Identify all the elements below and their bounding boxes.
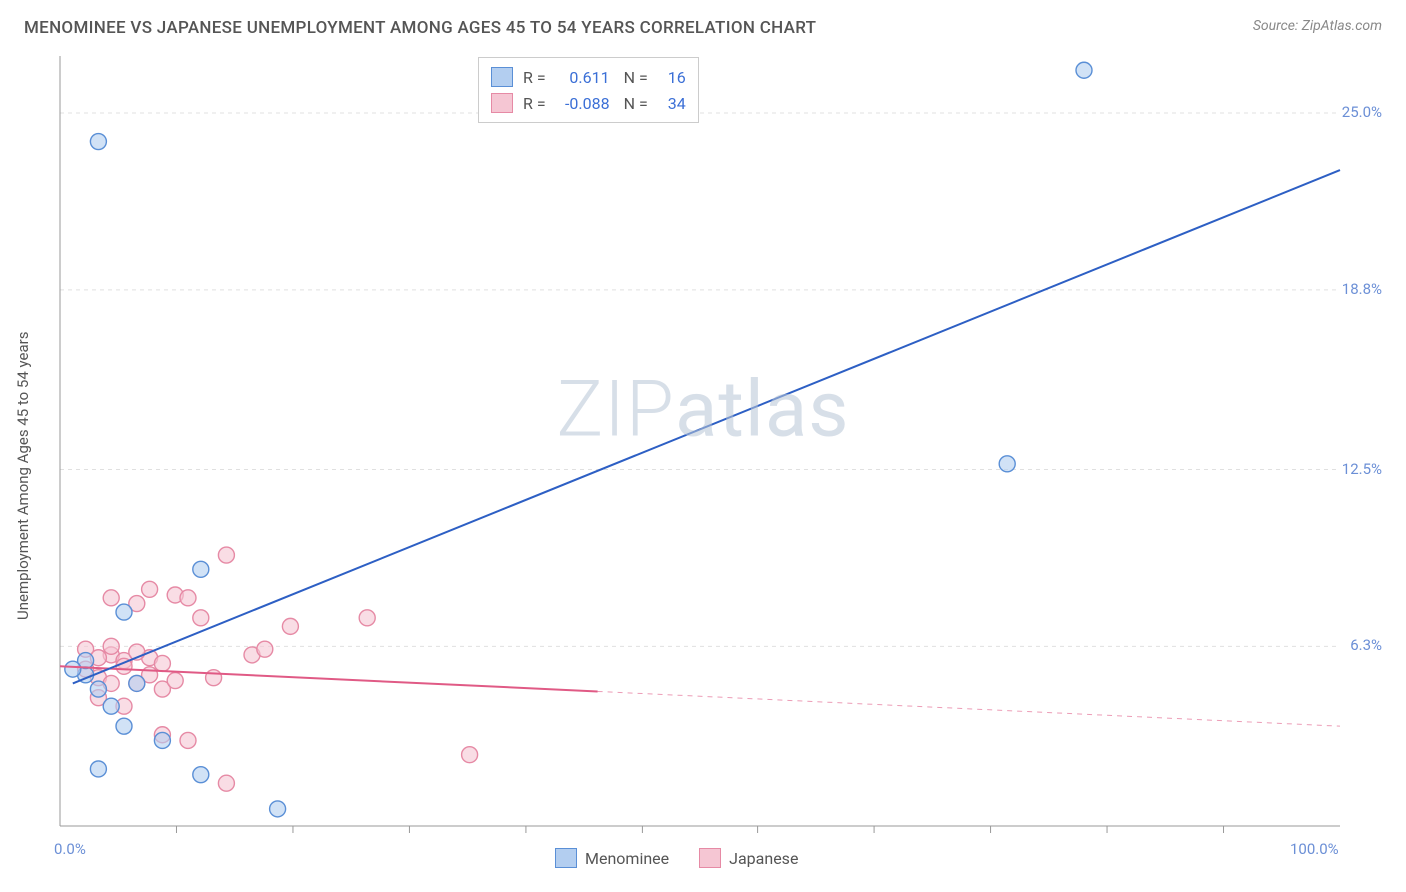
series-swatch <box>491 67 513 87</box>
y-tick-label: 12.5% <box>1342 460 1382 478</box>
legend-label: Japanese <box>729 849 798 868</box>
n-value: 16 <box>658 68 686 87</box>
y-tick-label: 25.0% <box>1342 103 1382 121</box>
x-tick-label: 0.0% <box>54 840 86 858</box>
r-label: R = <box>523 68 546 87</box>
stats-row: R = 0.611 N = 16 <box>491 64 686 90</box>
legend-item: Japanese <box>699 848 798 868</box>
series-legend: Menominee Japanese <box>555 848 798 868</box>
correlation-chart <box>0 0 1406 892</box>
r-value: 0.611 <box>556 68 610 87</box>
legend-label: Menominee <box>585 849 669 868</box>
r-value: -0.088 <box>556 94 610 113</box>
stats-row: R = -0.088 N = 34 <box>491 90 686 116</box>
legend-item: Menominee <box>555 848 669 868</box>
x-tick-label: 100.0% <box>1290 840 1339 858</box>
n-label: N = <box>620 68 648 87</box>
n-label: N = <box>620 94 648 113</box>
r-label: R = <box>523 94 546 113</box>
y-tick-label: 18.8% <box>1342 280 1382 298</box>
correlation-stats-box: R = 0.611 N = 16 R = -0.088 N = 34 <box>478 57 699 123</box>
n-value: 34 <box>658 94 686 113</box>
series-swatch <box>491 93 513 113</box>
legend-swatch <box>699 848 721 868</box>
legend-swatch <box>555 848 577 868</box>
y-tick-label: 6.3% <box>1350 636 1382 654</box>
